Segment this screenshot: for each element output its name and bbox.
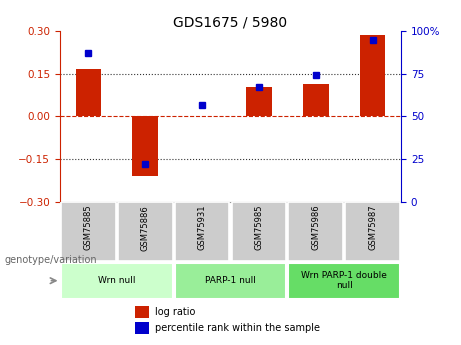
FancyBboxPatch shape <box>175 202 230 261</box>
Bar <box>132 117 158 176</box>
FancyBboxPatch shape <box>289 202 343 261</box>
Text: Wrn PARP-1 double
null: Wrn PARP-1 double null <box>301 271 387 290</box>
Text: PARP-1 null: PARP-1 null <box>205 276 256 285</box>
Text: GSM75987: GSM75987 <box>368 205 377 250</box>
Bar <box>76 69 101 117</box>
Text: GSM75985: GSM75985 <box>254 205 263 250</box>
Bar <box>303 84 329 117</box>
Bar <box>135 322 148 334</box>
Bar <box>360 35 385 117</box>
FancyBboxPatch shape <box>231 202 286 261</box>
FancyBboxPatch shape <box>61 202 116 261</box>
Text: GSM75986: GSM75986 <box>311 205 320 250</box>
Text: log ratio: log ratio <box>155 307 196 317</box>
FancyBboxPatch shape <box>175 263 286 299</box>
Text: GSM75931: GSM75931 <box>198 205 207 250</box>
FancyBboxPatch shape <box>118 202 172 261</box>
FancyBboxPatch shape <box>345 202 400 261</box>
Bar <box>135 306 148 317</box>
Text: percentile rank within the sample: percentile rank within the sample <box>155 323 320 333</box>
Text: Wrn null: Wrn null <box>98 276 136 285</box>
Text: GSM75886: GSM75886 <box>141 205 150 250</box>
Bar <box>246 87 272 117</box>
Title: GDS1675 / 5980: GDS1675 / 5980 <box>173 16 288 30</box>
FancyBboxPatch shape <box>289 263 400 299</box>
Text: GSM75885: GSM75885 <box>84 205 93 250</box>
Text: genotype/variation: genotype/variation <box>5 256 97 265</box>
FancyBboxPatch shape <box>61 263 172 299</box>
